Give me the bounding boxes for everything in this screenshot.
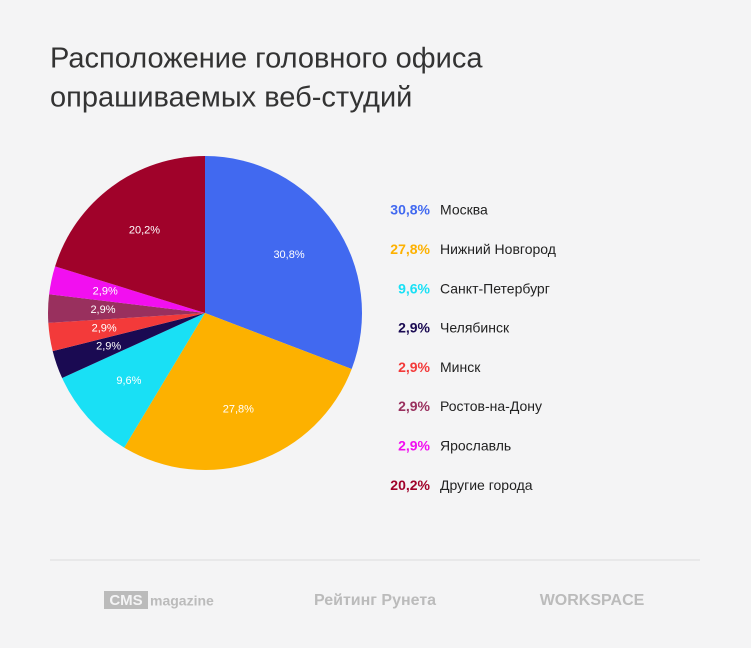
pie-slice bbox=[205, 156, 363, 369]
legend-label: Другие города bbox=[440, 477, 533, 493]
footer-logo: WORKSPACE bbox=[540, 592, 645, 609]
legend-value: 30,8% bbox=[390, 202, 430, 218]
slice-label: 2,9% bbox=[90, 304, 115, 316]
slice-label: 2,9% bbox=[92, 323, 117, 335]
legend-label: Санкт-Петербург bbox=[440, 280, 550, 296]
pie-slice bbox=[52, 313, 205, 379]
legend-label: Челябинск bbox=[440, 320, 510, 336]
pie-slice bbox=[55, 156, 205, 313]
chart-title: Расположение головного офиса bbox=[50, 43, 483, 75]
pie-slice bbox=[62, 313, 206, 448]
slice-label: 30,8% bbox=[273, 249, 304, 261]
legend-label: Москва bbox=[440, 202, 488, 218]
legend-label: Ростов-на-Дону bbox=[440, 398, 542, 414]
footer-logo: Рейтинг Рунета bbox=[314, 592, 436, 609]
legend-value: 2,9% bbox=[398, 398, 430, 414]
slice-label: 2,9% bbox=[93, 286, 118, 298]
footer-logo: magazine bbox=[150, 593, 214, 609]
slice-label: 27,8% bbox=[223, 403, 254, 415]
chart-title: опрашиваемых веб-студий bbox=[50, 82, 412, 114]
legend-value: 2,9% bbox=[398, 320, 430, 336]
legend-value: 20,2% bbox=[390, 477, 430, 493]
pie-slice bbox=[124, 313, 352, 470]
legend-label: Нижний Новгород bbox=[440, 241, 556, 257]
legend-value: 27,8% bbox=[390, 241, 430, 257]
legend-value: 2,9% bbox=[398, 359, 430, 375]
footer-logo: CMS bbox=[109, 592, 142, 609]
slice-label: 9,6% bbox=[116, 375, 141, 387]
pie-slice bbox=[47, 294, 205, 323]
slice-label: 2,9% bbox=[96, 341, 121, 353]
logo-box bbox=[104, 591, 148, 609]
legend-value: 2,9% bbox=[398, 438, 430, 454]
legend-label: Минск bbox=[440, 359, 481, 375]
legend-label: Ярославль bbox=[440, 438, 511, 454]
pie-slice bbox=[48, 313, 206, 352]
pie-slice bbox=[49, 266, 205, 313]
legend-value: 9,6% bbox=[398, 280, 430, 296]
slice-label: 20,2% bbox=[129, 225, 160, 237]
